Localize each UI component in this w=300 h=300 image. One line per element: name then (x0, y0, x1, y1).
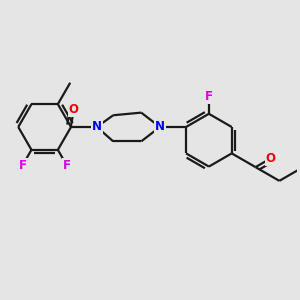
Text: O: O (266, 152, 276, 165)
Text: F: F (19, 159, 27, 172)
Text: O: O (69, 103, 79, 116)
Text: F: F (205, 90, 213, 103)
Text: N: N (155, 121, 165, 134)
Text: N: N (92, 121, 102, 134)
Text: F: F (63, 159, 71, 172)
